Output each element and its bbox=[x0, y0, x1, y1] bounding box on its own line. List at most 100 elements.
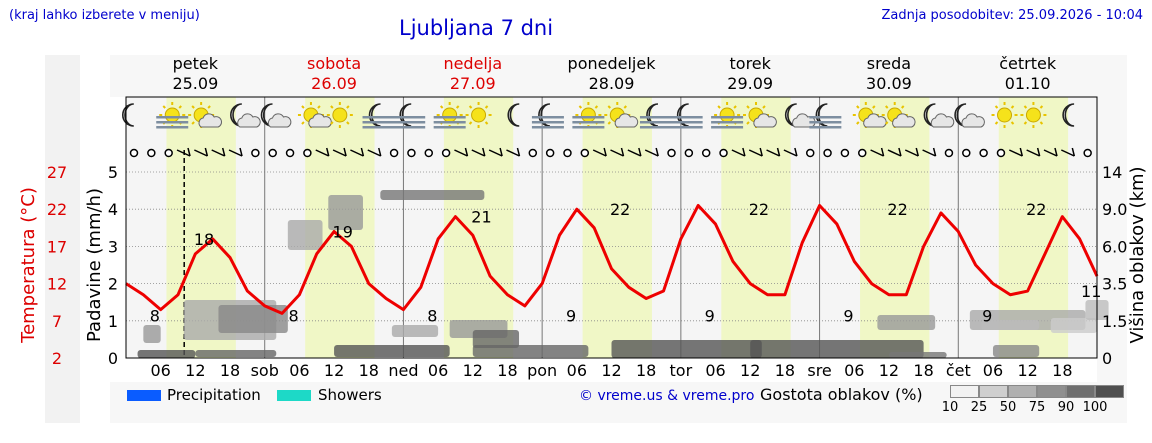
wind-barb-tick bbox=[187, 147, 191, 157]
cloud-density-swatch bbox=[1095, 385, 1124, 398]
hour-tick: 12 bbox=[324, 361, 344, 380]
wind-barb bbox=[1026, 149, 1040, 157]
wind-barb-tick bbox=[898, 147, 902, 157]
temperature-max-label: 22 bbox=[1026, 200, 1046, 219]
right-margin-strip bbox=[1097, 55, 1127, 423]
day-short-label: tor bbox=[670, 361, 693, 380]
wind-calm-marker bbox=[268, 148, 277, 158]
cloud-density-block bbox=[137, 350, 196, 358]
y-left-tick: 3 bbox=[108, 237, 118, 256]
day-date: 01.10 bbox=[1004, 74, 1051, 93]
temperature-line bbox=[125, 203, 1099, 315]
wind-barb-tick bbox=[655, 147, 659, 157]
temperature-max-label: 22 bbox=[887, 200, 907, 219]
cloud-density-swatch bbox=[1066, 385, 1095, 398]
cloud-density-level: 90 bbox=[1057, 400, 1075, 415]
wind-calm-marker bbox=[251, 148, 260, 158]
wind-barb bbox=[783, 149, 798, 157]
y-left-tick: 4 bbox=[108, 200, 118, 219]
wind-calm-marker bbox=[944, 148, 954, 158]
wind-calm-marker bbox=[1083, 148, 1092, 158]
wind-calm-marker bbox=[719, 148, 728, 158]
wind-barb-tick bbox=[759, 147, 763, 157]
day-name: sobota bbox=[306, 54, 362, 73]
wind-calm-marker bbox=[667, 148, 676, 158]
temperature-max-label: 19 bbox=[333, 223, 353, 242]
location-hint[interactable]: (kraj lahko izberete v meniju) bbox=[9, 8, 200, 23]
wind-barb-tick bbox=[1019, 147, 1024, 157]
hour-tick: 18 bbox=[1052, 361, 1072, 380]
day-date: 30.09 bbox=[866, 74, 912, 93]
y-right-axis-label: Višina oblakov (km) bbox=[1127, 166, 1148, 343]
cloud-density-swatch bbox=[1008, 385, 1037, 398]
wind-barb-tick bbox=[464, 147, 469, 157]
hour-tick: 12 bbox=[463, 361, 483, 380]
cloud-density-block bbox=[287, 220, 323, 250]
day-short-label: ned bbox=[388, 361, 418, 380]
wind-barb-tick bbox=[378, 147, 382, 157]
day-short-label: sre bbox=[807, 361, 831, 380]
day-short-label: pon bbox=[527, 361, 557, 380]
wind-barb bbox=[332, 149, 347, 157]
hour-tick: 18 bbox=[636, 361, 656, 380]
wind-calm-marker bbox=[303, 148, 312, 158]
day-name: nedelja bbox=[443, 54, 503, 73]
wind-calm-marker bbox=[129, 148, 139, 158]
wind-barb-tick bbox=[1036, 147, 1041, 157]
day-short-label: čet bbox=[946, 361, 971, 380]
wind-calm-marker bbox=[441, 148, 451, 158]
wind-barb-tick bbox=[516, 147, 521, 157]
wind-calm-marker bbox=[996, 148, 1006, 158]
y-left-tick: 2 bbox=[108, 275, 118, 294]
precipitation-swatch bbox=[127, 390, 161, 401]
hour-tick: 18 bbox=[775, 361, 795, 380]
wind-calm-marker bbox=[147, 148, 156, 158]
cloud-density-block bbox=[391, 325, 439, 337]
day-band bbox=[860, 97, 930, 358]
credit-link[interactable]: © vreme.us & vreme.pro bbox=[579, 388, 755, 404]
wind-calm-marker bbox=[528, 148, 538, 158]
cloud-density-block bbox=[611, 340, 762, 358]
cloud-density-block bbox=[143, 325, 161, 343]
day-name: petek bbox=[172, 54, 219, 73]
wind-barb bbox=[194, 149, 208, 157]
wind-calm-marker bbox=[545, 148, 555, 158]
wind-barb bbox=[211, 149, 226, 157]
wind-calm-marker bbox=[424, 148, 434, 158]
day-name: četrtek bbox=[999, 54, 1057, 73]
wind-barb bbox=[454, 149, 468, 157]
hour-tick: 06 bbox=[150, 361, 170, 380]
cloud-density-swatch bbox=[979, 385, 1008, 398]
temperature-min-label: 8 bbox=[289, 306, 299, 325]
y-left-tick: 1 bbox=[108, 312, 118, 331]
wind-calm-marker bbox=[684, 148, 694, 158]
hour-tick: 12 bbox=[601, 361, 621, 380]
hour-tick: 18 bbox=[913, 361, 933, 380]
wind-barb-tick bbox=[326, 147, 330, 157]
plot-frame bbox=[125, 96, 1098, 359]
wind-barb-tick bbox=[620, 147, 625, 157]
wind-barb-tick bbox=[880, 147, 885, 157]
hour-tick: 06 bbox=[705, 361, 725, 380]
day-name: torek bbox=[729, 54, 771, 73]
y-right-tick: 0 bbox=[1102, 349, 1112, 368]
cloud-density-block bbox=[380, 190, 485, 200]
cloud-density-level: 50 bbox=[999, 400, 1017, 415]
y-left-axis-label: Padavine (mm/h) bbox=[84, 188, 105, 342]
day-date: 27.09 bbox=[449, 74, 496, 93]
cloud-density-block bbox=[334, 345, 450, 357]
temperature-max-label: 18 bbox=[194, 230, 214, 249]
cloud-density-block bbox=[218, 305, 288, 333]
y-right-tick: 6.0 bbox=[1102, 237, 1127, 256]
temperature-min-label: 9 bbox=[843, 306, 853, 325]
wind-barb-tick bbox=[794, 147, 798, 157]
wind-barb-tick bbox=[603, 147, 607, 157]
wind-barb-tick bbox=[1071, 147, 1076, 157]
wind-barb-tick bbox=[1054, 147, 1058, 157]
wind-calm-marker bbox=[563, 148, 572, 158]
showers-swatch bbox=[277, 390, 311, 401]
wind-barb bbox=[748, 149, 763, 157]
temperature-end-label: 11 bbox=[1081, 282, 1101, 301]
temperature-max-label: 22 bbox=[749, 200, 769, 219]
cloud-density-swatch bbox=[1037, 385, 1066, 398]
